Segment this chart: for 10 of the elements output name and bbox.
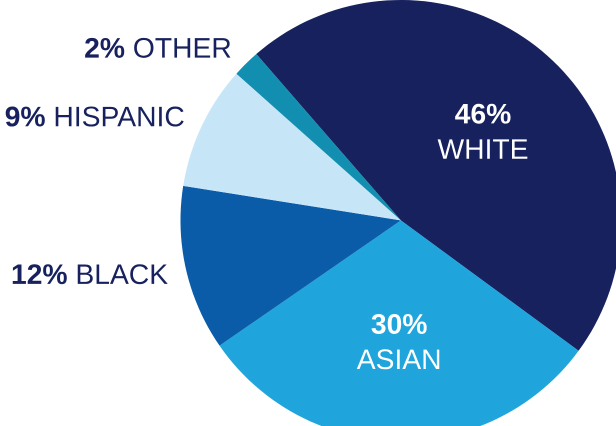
data-label: 9% [6,106,45,127]
slice-label: WHITE [438,139,528,159]
slice-label: HISPANIC [56,106,184,127]
slice-label: OTHER [134,38,230,58]
data-label: 2% [85,38,124,58]
data-label: 30% [372,314,427,334]
data-label: 46% [455,104,511,124]
data-label: 12% [12,264,67,284]
slice-label: ASIAN [356,349,440,370]
slice-label: BLACK [78,264,168,284]
